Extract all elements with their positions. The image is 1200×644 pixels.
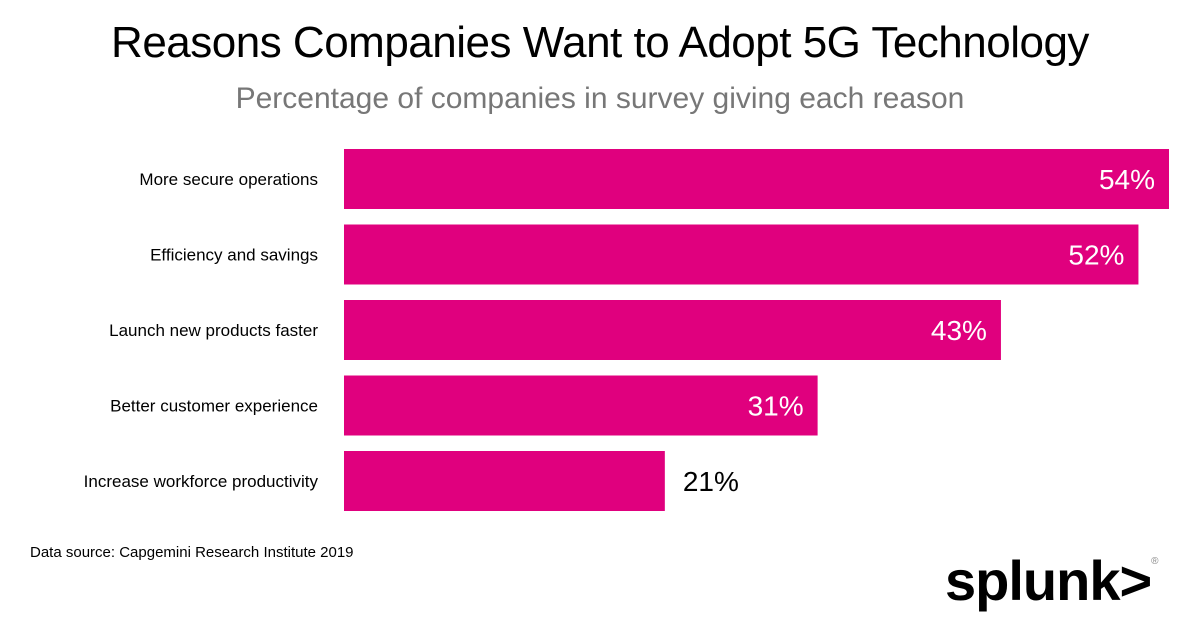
bar-0 (344, 149, 1169, 209)
chart-subtitle: Percentage of companies in survey giving… (235, 82, 965, 115)
data-label: 31% (748, 391, 804, 422)
bar-3 (344, 375, 818, 436)
splunk-logo: splunk>® (945, 548, 1159, 613)
category-label: More secure operations (139, 170, 318, 189)
bar-4 (344, 451, 665, 511)
bar-1 (344, 224, 1139, 285)
category-label: Increase workforce productivity (84, 472, 319, 491)
data-label: 52% (1068, 240, 1124, 271)
data-label: 43% (931, 315, 987, 346)
category-label: Efficiency and savings (150, 246, 318, 265)
chart-title: Reasons Companies Want to Adopt 5G Techn… (111, 18, 1089, 67)
logo-registered-mark: ® (1151, 556, 1158, 567)
data-label: 54% (1099, 164, 1155, 195)
data-label: 21% (683, 466, 739, 497)
category-label: Better customer experience (110, 397, 318, 416)
logo-text: splunk> (945, 549, 1152, 612)
category-label: Launch new products faster (109, 321, 318, 340)
data-source-note: Data source: Capgemini Research Institut… (30, 544, 354, 561)
bar-2 (344, 300, 1001, 360)
